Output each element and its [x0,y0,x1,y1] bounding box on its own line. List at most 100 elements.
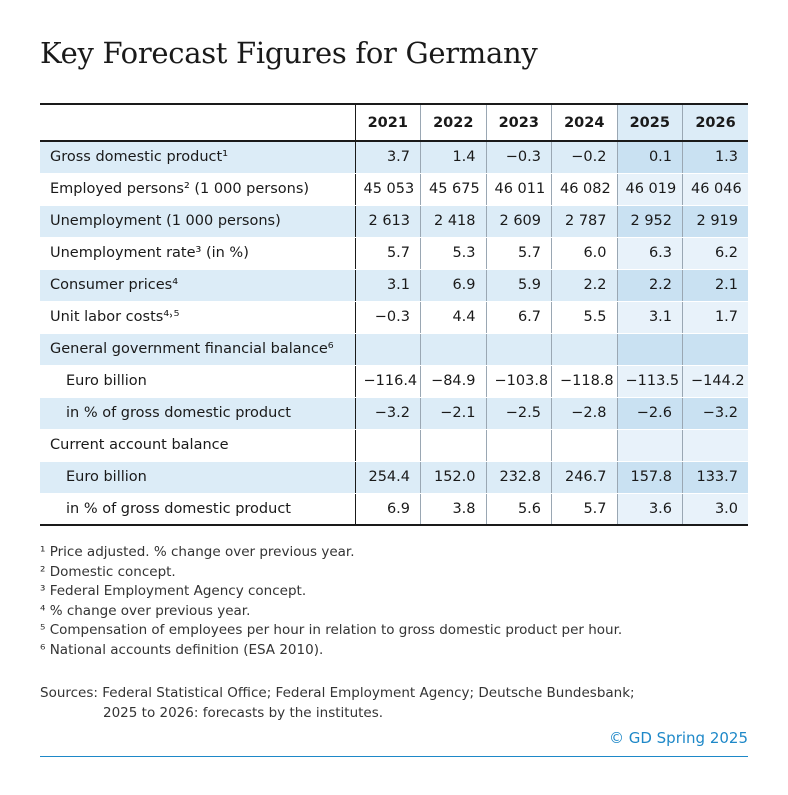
table-row: Gross domestic product¹ 3.7 1.4 −0.3 −0.2 0.1… [40,141,748,174]
table-row: Consumer prices⁴ 3.1 6.9 5.9 2.2 2.2 2.1 [40,269,748,302]
value-cell: −116.4 [354,365,421,398]
table-row: Unemployment (1 000 persons) 2 613 2 418 2 … [40,205,748,238]
row-label: Unemployment rate³ (in %) [40,237,355,270]
footnote: ⁴ % change over previous year. [40,602,251,619]
forecast-value-cell [616,333,683,366]
forecast-value-cell: 1.3 [682,141,748,174]
value-cell: −118.8 [551,365,617,398]
value-cell [420,333,486,366]
forecast-value-cell [616,429,683,462]
value-cell: −3.2 [354,397,421,430]
footnote: ³ Federal Employment Agency concept. [40,583,307,599]
table-row: in % of gross domestic product −3.2 −2.1 −2… [40,397,748,430]
row-label: in % of gross domestic product [40,397,355,430]
value-cell: 46 082 [551,173,617,206]
value-cell [485,333,552,366]
value-cell: 5.9 [485,269,552,302]
value-cell: 3.1 [354,269,421,302]
value-cell: 2 418 [420,205,486,238]
value-cell: 5.7 [485,237,552,270]
table-row: Employed persons² (1 000 persons) 45 053 4… [40,173,748,206]
value-cell: 6.7 [485,301,552,334]
footnote: ⁵ Compensation of employees per hour in … [40,622,623,638]
value-cell: −84.9 [420,365,486,398]
forecast-value-cell: 133.7 [682,461,748,494]
sources-line: 2025 to 2026: forecasts by the institute… [103,704,384,721]
value-cell [485,429,552,462]
value-cell: −0.3 [354,301,421,334]
row-label: in % of gross domestic product [40,493,355,526]
forecast-value-cell: 6.2 [682,237,748,270]
value-cell [420,429,486,462]
row-label: General government financial balance⁶ [40,333,355,366]
value-cell: −0.3 [485,141,552,174]
value-cell: 246.7 [551,461,617,494]
forecast-value-cell: 6.3 [616,237,683,270]
sources-note: Sources: Federal Statistical Office; Fed… [40,684,635,723]
row-label: Euro billion [40,365,355,398]
value-cell: 6.9 [420,269,486,302]
forecast-value-cell: 2.1 [682,269,748,302]
value-cell: 2 613 [354,205,421,238]
value-cell: 3.8 [420,493,486,526]
forecast-value-cell: 46 019 [616,173,683,206]
table-header-row: 2021 2022 2023 2024 2025 2026 [40,103,748,142]
footnote: ² Domestic concept. [40,563,176,580]
year-header: 2022 [420,103,486,142]
footnotes: ¹ Price adjusted. % change over previous… [40,543,622,660]
value-cell: 254.4 [354,461,421,494]
value-cell: 5.6 [485,493,552,526]
page-title: Key Forecast Figures for Germany [40,36,538,70]
value-cell [354,429,421,462]
value-cell: −2.8 [551,397,617,430]
forecast-value-cell: −2.6 [616,397,683,430]
forecast-year-header: 2025 [616,103,683,142]
forecast-value-cell: 3.0 [682,493,748,526]
forecast-value-cell: 2 919 [682,205,748,238]
forecast-value-cell: 2 952 [616,205,683,238]
value-cell: 2 609 [485,205,552,238]
forecast-table: 2021 2022 2023 2024 2025 2026 Gross dome… [40,103,748,526]
value-cell: 232.8 [485,461,552,494]
value-cell: −0.2 [551,141,617,174]
year-header: 2024 [551,103,617,142]
forecast-value-cell: 46 046 [682,173,748,206]
year-header: 2023 [485,103,552,142]
table-row: in % of gross domestic product 6.9 3.8 5.6 5… [40,493,748,526]
table-row: Unit labor costs⁴˒⁵ −0.3 4.4 6.7 5.5 3.1 1.7 [40,301,748,334]
value-cell: 5.3 [420,237,486,270]
forecast-value-cell: 1.7 [682,301,748,334]
value-cell: 6.9 [354,493,421,526]
value-cell [354,333,421,366]
forecast-value-cell: −3.2 [682,397,748,430]
row-label: Unit labor costs⁴˒⁵ [40,301,355,334]
forecast-value-cell: −113.5 [616,365,683,398]
value-cell: 5.7 [551,493,617,526]
value-cell: 45 675 [420,173,486,206]
value-cell: −2.1 [420,397,486,430]
value-cell: 1.4 [420,141,486,174]
row-label: Current account balance [40,429,355,462]
table-row: Current account balance [40,429,748,462]
year-header: 2021 [354,103,421,142]
forecast-value-cell [682,429,748,462]
table-row: Euro billion 254.4 152.0 232.8 246.7 157.8 133… [40,461,748,494]
footnote: ¹ Price adjusted. % change over previous… [40,544,355,560]
table-row: Unemployment rate³ (in %) 5.7 5.3 5.7 6.0 6.3… [40,237,748,270]
row-label: Unemployment (1 000 persons) [40,205,355,238]
value-cell: 2.2 [551,269,617,302]
value-cell [551,333,617,366]
forecast-year-header: 2026 [682,103,748,142]
copyright-label: © GD Spring 2025 [608,729,748,747]
forecast-table-container: 2021 2022 2023 2024 2025 2026 Gross dome… [40,103,748,526]
header-label-cell [40,103,355,142]
value-cell: 3.7 [354,141,421,174]
forecast-value-cell: 157.8 [616,461,683,494]
forecast-value-cell: 0.1 [616,141,683,174]
row-label: Euro billion [40,461,355,494]
table-row: General government financial balance⁶ [40,333,748,366]
bottom-rule [40,756,748,757]
value-cell: 152.0 [420,461,486,494]
value-cell: 5.5 [551,301,617,334]
sources-line: Sources: Federal Statistical Office; Fed… [40,685,635,701]
